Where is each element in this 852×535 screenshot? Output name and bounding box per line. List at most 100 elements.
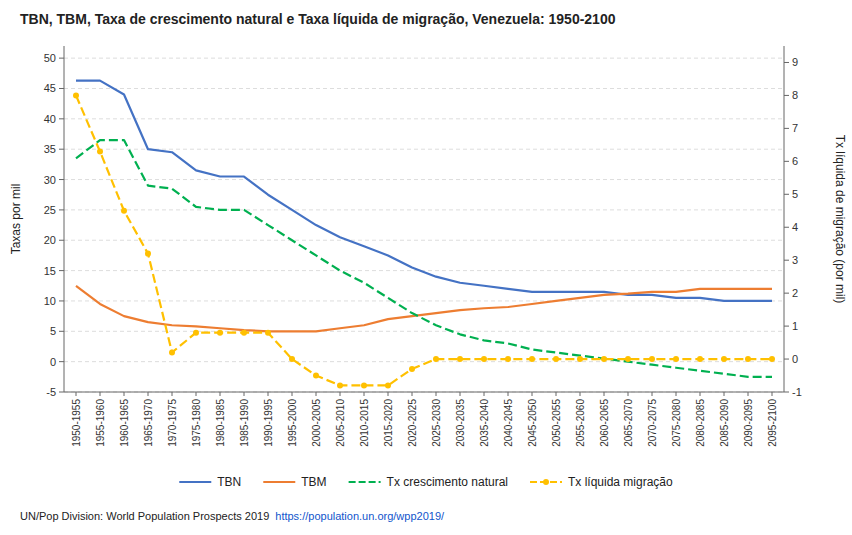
tick	[124, 392, 125, 396]
tick	[784, 161, 789, 162]
legend-label: Tx líquida migração	[568, 475, 673, 489]
tick-label: 2050-2055	[551, 399, 562, 447]
legend-swatch	[349, 481, 381, 483]
tick-label: 30	[44, 174, 56, 186]
tick	[652, 392, 653, 396]
grid-line	[64, 240, 784, 241]
point	[649, 356, 655, 362]
tick-label: 2005-2010	[335, 399, 346, 447]
grid-line	[64, 331, 784, 332]
tick	[460, 392, 461, 396]
tick	[148, 392, 149, 396]
point	[433, 356, 439, 362]
point	[505, 356, 511, 362]
tick-label: 3	[792, 254, 798, 266]
plot-area	[73, 81, 775, 389]
tick-label: 1970-1975	[167, 399, 178, 447]
tick	[59, 392, 64, 393]
tick-label: 1960-1965	[119, 399, 130, 447]
tick-label: 35	[44, 143, 56, 155]
tick	[556, 392, 557, 396]
tick-label: 1985-1990	[239, 399, 250, 447]
point	[265, 330, 271, 336]
point	[673, 356, 679, 362]
legend-item: TBN	[179, 475, 241, 489]
tick-label: 0	[792, 353, 798, 365]
legend-label: Tx crescimento natural	[387, 475, 508, 489]
tick-label: 2085-2090	[719, 399, 730, 447]
tick	[784, 194, 789, 195]
tick-label: 2010-2015	[359, 399, 370, 447]
tick-label: 20	[44, 234, 56, 246]
point	[361, 382, 367, 388]
tick	[484, 392, 485, 396]
tick-label: 1995-2000	[287, 399, 298, 447]
point	[385, 382, 391, 388]
tick-label: 1	[792, 320, 798, 332]
tick	[784, 326, 789, 327]
tick	[316, 392, 317, 396]
tick	[340, 392, 341, 396]
tick-label: 2070-2075	[647, 399, 658, 447]
tick	[76, 392, 77, 396]
tick-label: 25	[44, 204, 56, 216]
point	[697, 356, 703, 362]
point	[457, 356, 463, 362]
tick-label: 2055-2060	[575, 399, 586, 447]
tick-label: 2000-2005	[311, 399, 322, 447]
series-line	[76, 81, 772, 301]
tick	[784, 227, 789, 228]
tick-label: 2025-2030	[431, 399, 442, 447]
tick-label: 2080-2085	[695, 399, 706, 447]
tick	[59, 118, 64, 119]
grid-line	[64, 149, 784, 150]
footnote: UN/Pop Division: World Population Prospe…	[20, 510, 445, 522]
legend-label: TBM	[301, 475, 326, 489]
annotation: UN/Pop Division: World Population Prospe…	[20, 510, 269, 522]
point	[577, 356, 583, 362]
legend-swatch	[263, 481, 295, 483]
tick-label: 10	[44, 295, 56, 307]
tick-label: 2065-2070	[623, 399, 634, 447]
point	[145, 251, 151, 257]
tick-label: 2090-2095	[743, 399, 754, 447]
tick	[172, 392, 173, 396]
tick-label: 2060-2065	[599, 399, 610, 447]
tick-label: 2045-2050	[527, 399, 538, 447]
tick-label: 45	[44, 82, 56, 94]
axis-label: Taxas por mil	[9, 184, 23, 255]
grid-line	[64, 88, 784, 89]
tick	[628, 392, 629, 396]
tick	[292, 392, 293, 396]
tick	[196, 392, 197, 396]
tick-label: 2015-2020	[383, 399, 394, 447]
tick-label: 8	[792, 89, 798, 101]
point	[409, 366, 415, 372]
point	[241, 330, 247, 336]
tick	[244, 392, 245, 396]
annotation: https://population.un.org/wpp2019/	[275, 510, 445, 522]
tick	[59, 240, 64, 241]
tick	[59, 361, 64, 362]
tick	[784, 95, 789, 96]
axis-label: Tx líquida de migração (por mil)	[833, 135, 847, 304]
tick	[220, 392, 221, 396]
tick	[100, 392, 101, 396]
tick-label: 2020-2025	[407, 399, 418, 447]
tick-label: 1990-1995	[263, 399, 274, 447]
tick-label: 6	[792, 155, 798, 167]
tick	[508, 392, 509, 396]
point	[289, 356, 295, 362]
series-line	[76, 286, 772, 332]
tick-label: 9	[792, 56, 798, 68]
point	[745, 356, 751, 362]
point	[625, 356, 631, 362]
point	[97, 148, 103, 154]
tick-label: 2030-2035	[455, 399, 466, 447]
legend: TBN TBM Tx crescimento natural Tx líquida m…	[179, 475, 673, 489]
tick	[364, 392, 365, 396]
legend-swatch	[179, 481, 211, 483]
point	[721, 356, 727, 362]
tick	[784, 293, 789, 294]
tick	[412, 392, 413, 396]
